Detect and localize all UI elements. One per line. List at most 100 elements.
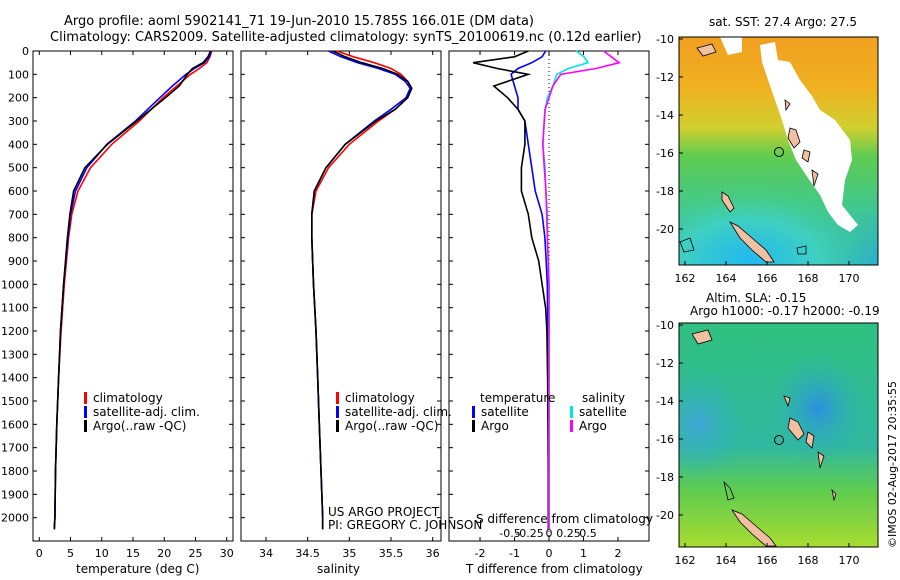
diff-S-tick-label: 0.25 (556, 527, 581, 540)
diff-legend-temp-sat: satellite (472, 406, 529, 419)
sla-map-xtick-label: 170 (839, 554, 860, 567)
sal-legend-climatology: climatology (336, 392, 415, 405)
imos-stamp: ©IMOS 02-Aug-2017 20:35:55 (886, 381, 899, 548)
sal-tick-label: 35.5 (379, 547, 404, 560)
depth-tick-label: 100 (8, 68, 29, 81)
depth-tick-label: 1400 (1, 372, 29, 385)
sst-map-xtick-label: 166 (757, 272, 778, 285)
diff-S-tick-label: -0.25 (515, 527, 543, 540)
legend-swatch-blue (472, 406, 475, 418)
sla-map-xtick-label: 164 (716, 554, 737, 567)
diff-legend-sal-argo: Argo (570, 420, 607, 433)
legend-label: Argo (481, 419, 509, 433)
depth-tick-label: 1000 (1, 278, 29, 291)
sst-map-ytick-label: -12 (656, 71, 674, 84)
depth-tick-label: 1300 (1, 348, 29, 361)
sal-legend-satellite: satellite-adj. clim. (336, 406, 452, 419)
sal-tick-label: 36 (426, 547, 440, 560)
sal-series-satellite-adj-clim- (310, 50, 412, 530)
sst-map-xtick-label: 164 (716, 272, 737, 285)
legend-label: satellite-adj. clim. (93, 405, 200, 419)
depth-tick-label: 400 (8, 138, 29, 151)
project-credit: US ARGO PROJECT (328, 505, 440, 519)
temp-legend-argo: Argo(..raw -QC) (84, 420, 186, 433)
depth-tick-label: 1500 (1, 395, 29, 408)
diff-legend-sal-sat: satellite (570, 406, 627, 419)
sst-map (679, 37, 878, 265)
sst-map-ytick-label: -18 (656, 185, 674, 198)
sla-map-xtick-label: 168 (798, 554, 819, 567)
legend-label: climatology (345, 391, 415, 405)
diff-legend-temp-argo: Argo (472, 420, 509, 433)
depth-tick-label: 1100 (1, 302, 29, 315)
depth-tick-label: 900 (8, 255, 29, 268)
diff-S-tick-label: 0.5 (579, 527, 597, 540)
legend-label: Argo(..raw -QC) (345, 419, 439, 433)
sst-map-xtick-label: 168 (798, 272, 819, 285)
sst-map-xtick-label: 162 (675, 272, 696, 285)
sla-map-ytick-label: -14 (656, 395, 674, 408)
temp-xlabel: temperature (deg C) (76, 562, 200, 576)
sal-series-climatology (310, 50, 412, 530)
depth-tick-label: 1700 (1, 442, 29, 455)
depth-tick-label: 1900 (1, 488, 29, 501)
depth-tick-label: 200 (8, 92, 29, 105)
legend-label: satellite (481, 405, 529, 419)
sal-xlabel: salinity (317, 562, 361, 576)
sla-map-xtick-label: 166 (757, 554, 778, 567)
legend-label: satellite (579, 405, 627, 419)
sla-map-title2: Argo h1000: -0.17 h2000: -0.19 (690, 304, 880, 318)
sst-map-xtick-label: 170 (839, 272, 860, 285)
legend-swatch-red (84, 392, 87, 404)
sla-map-xtick-label: 162 (675, 554, 696, 567)
sst-map-ytick-label: -10 (656, 33, 674, 46)
legend-swatch-cyan (570, 406, 573, 418)
diff-series-temperature-Argo (472, 50, 550, 530)
sal-tick-label: 34.5 (295, 547, 320, 560)
sla-map-ytick-label: -20 (656, 509, 674, 522)
pi-credit: PI: GREGORY C. JOHNSON (328, 518, 483, 532)
sst-map-ytick-label: -20 (656, 223, 674, 236)
legend-swatch-red (336, 392, 339, 404)
depth-tick-label: 800 (8, 232, 29, 245)
sla-map-ytick-label: -16 (656, 433, 674, 446)
sla-map (679, 323, 878, 547)
diff-T-tick-label: 0 (546, 547, 553, 560)
legend-label: Argo (579, 419, 607, 433)
sla-map-ytick-label: -18 (656, 471, 674, 484)
legend-label: Argo(..raw -QC) (93, 419, 187, 433)
temp-series-satellite-adj-clim- (53, 50, 212, 530)
sal-tick-label: 34 (259, 547, 273, 560)
diff-T-tick-label: -1 (509, 547, 520, 560)
sst-map-ytick-label: -16 (656, 147, 674, 160)
sal-frame (240, 50, 442, 542)
temp-legend-satellite: satellite-adj. clim. (84, 406, 200, 419)
diff-T-tick-label: -2 (475, 547, 486, 560)
temp-tick-label: 15 (126, 547, 140, 560)
diff-xlabel: T difference from climatology (466, 562, 643, 576)
legend-swatch-black (336, 420, 339, 432)
diff-top-xlabel: S difference from climatology (476, 512, 653, 526)
temp-tick-label: 20 (157, 547, 171, 560)
diff-legend-sal-title: salinity (582, 391, 626, 405)
cloud-mask (760, 42, 858, 232)
temp-tick-label: 30 (220, 547, 234, 560)
sla-map-ytick-label: -12 (656, 357, 674, 370)
sal-tick-label: 35 (342, 547, 356, 560)
diff-S-tick-label: 0 (546, 527, 553, 540)
sal-legend-argo: Argo(..raw -QC) (336, 420, 438, 433)
header-line2: Climatology: CARS2009. Satellite-adjuste… (50, 30, 642, 45)
argo-location-marker (774, 147, 784, 157)
temp-tick-label: 5 (67, 547, 74, 560)
legend-label: satellite-adj. clim. (345, 405, 452, 419)
sst-map-ytick-label: -14 (656, 109, 674, 122)
legend-swatch-black (472, 420, 475, 432)
legend-swatch-blue (84, 406, 87, 418)
legend-swatch-blue (336, 406, 339, 418)
depth-tick-label: 600 (8, 185, 29, 198)
diff-S-tick-label: -0.5 (499, 527, 520, 540)
diff-T-tick-label: 1 (580, 547, 587, 560)
temp-series-argo-raw-qc- (53, 50, 212, 530)
legend-swatch-black (84, 420, 87, 432)
